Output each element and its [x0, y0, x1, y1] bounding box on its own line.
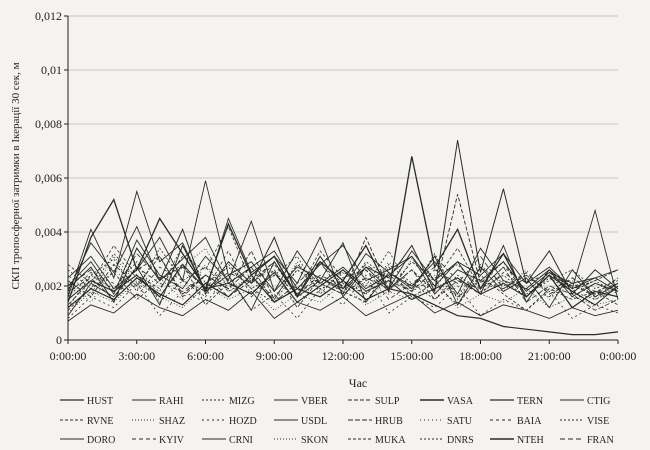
y-axis-title: СКП тропосферної затримки в Ікерації 30 …: [10, 62, 22, 289]
legend-item-satu: SATU: [420, 416, 473, 427]
legend-label: SKON: [301, 435, 328, 446]
legend-label: FRAN: [587, 435, 614, 446]
legend-item-sulp: SULP: [348, 396, 400, 407]
y-tick-label: 0,01: [41, 63, 62, 77]
legend-item-fran: FRAN: [560, 435, 614, 446]
legend-item-nteh: NTEH: [490, 435, 544, 446]
legend-label: VISE: [587, 416, 609, 427]
legend-item-hozd: HOZD: [202, 416, 257, 427]
legend-label: DORO: [87, 435, 115, 446]
legend-label: VBER: [301, 396, 328, 407]
x-tick-label: 6:00:00: [187, 349, 224, 363]
legend-label: TERN: [517, 396, 543, 407]
series-line-fran: [67, 252, 619, 295]
legend-item-hrub: HRUB: [348, 416, 403, 427]
axes: [64, 15, 619, 344]
series-line-doro: [67, 290, 619, 322]
series-line-baia: [67, 250, 619, 298]
legend-label: KYIV: [159, 435, 185, 446]
series-line-vise: [67, 244, 619, 295]
legend-label: NTEH: [517, 435, 544, 446]
legend-item-shaz: SHAZ: [132, 416, 185, 427]
series-line-mizg: [67, 247, 619, 308]
legend-item-crni: CRNI: [202, 435, 253, 446]
legend-item-baia: BAIA: [490, 416, 542, 427]
legend-label: MIZG: [229, 396, 255, 407]
x-tick-labels: 0:00:00 3:00:00 6:00:00 9:00:00 12:00:00 15:0…: [50, 349, 637, 363]
y-tick-labels: 0 0,002 0,004 0,006 0,008 0,01 0,012: [35, 9, 62, 347]
legend-label: BAIA: [517, 416, 542, 427]
y-tick-label: 0,004: [35, 225, 62, 239]
series-line-muka: [67, 225, 619, 295]
legend-item-hust: HUST: [60, 396, 113, 407]
x-axis-title: Час: [349, 376, 367, 390]
x-tick-label: 12:00:00: [322, 349, 365, 363]
legend-label: SHAZ: [159, 416, 185, 427]
legend-item-kyiv: KYIV: [132, 435, 185, 446]
legend-item-skon: SKON: [274, 435, 328, 446]
y-tick-label: 0,006: [35, 171, 62, 185]
legend-label: USDL: [301, 416, 327, 427]
legend-item-mizg: MIZG: [202, 396, 255, 407]
series-line-kyiv: [67, 261, 619, 301]
legend-item-tern: TERN: [490, 396, 543, 407]
plot-series: [67, 140, 619, 336]
legend-item-dnrs: DNRS: [420, 435, 474, 446]
legend-label: HRUB: [375, 416, 403, 427]
legend-item-muka: MUKA: [348, 435, 406, 446]
y-tick-label: 0,008: [35, 117, 62, 131]
y-tick-label: 0,012: [35, 9, 62, 23]
legend-item-rahi: RAHI: [132, 396, 183, 407]
legend-item-ctig: CTIG: [560, 396, 610, 407]
legend-label: CTIG: [587, 396, 610, 407]
legend-item-vasa: VASA: [420, 396, 474, 407]
legend-label: DNRS: [447, 435, 474, 446]
series-line-crni: [67, 180, 619, 295]
legend-item-rvne: RVNE: [60, 416, 113, 427]
y-tick-label: 0: [56, 333, 62, 347]
series-line-hrub: [67, 255, 619, 311]
legend: HUST RAHI MIZG VBER SULP VASA TERN CTIG RVNE SHAZ…: [60, 396, 614, 446]
series-line-vber: [67, 241, 619, 316]
legend-label: HUST: [87, 396, 113, 407]
legend-item-vise: VISE: [560, 416, 609, 427]
legend-label: VASA: [447, 396, 474, 407]
y-tick-label: 0,002: [35, 279, 62, 293]
series-line-nteh: [67, 274, 619, 336]
legend-label: HOZD: [229, 416, 257, 427]
legend-item-doro: DORO: [60, 435, 115, 446]
x-tick-label: 0:00:00: [600, 349, 637, 363]
legend-label: MUKA: [375, 435, 406, 446]
legend-label: SULP: [375, 396, 400, 407]
x-tick-label: 18:00:00: [459, 349, 502, 363]
x-tick-label: 21:00:00: [528, 349, 571, 363]
legend-label: SATU: [447, 416, 473, 427]
legend-label: RVNE: [87, 416, 113, 427]
legend-label: RAHI: [159, 396, 183, 407]
x-tick-label: 0:00:00: [50, 349, 87, 363]
legend-label: CRNI: [229, 435, 253, 446]
grid-lines: [68, 15, 618, 287]
x-tick-label: 15:00:00: [390, 349, 433, 363]
legend-item-usdl: USDL: [274, 416, 327, 427]
x-tick-label: 3:00:00: [118, 349, 155, 363]
x-tick-label: 9:00:00: [256, 349, 293, 363]
legend-item-vber: VBER: [274, 396, 328, 407]
